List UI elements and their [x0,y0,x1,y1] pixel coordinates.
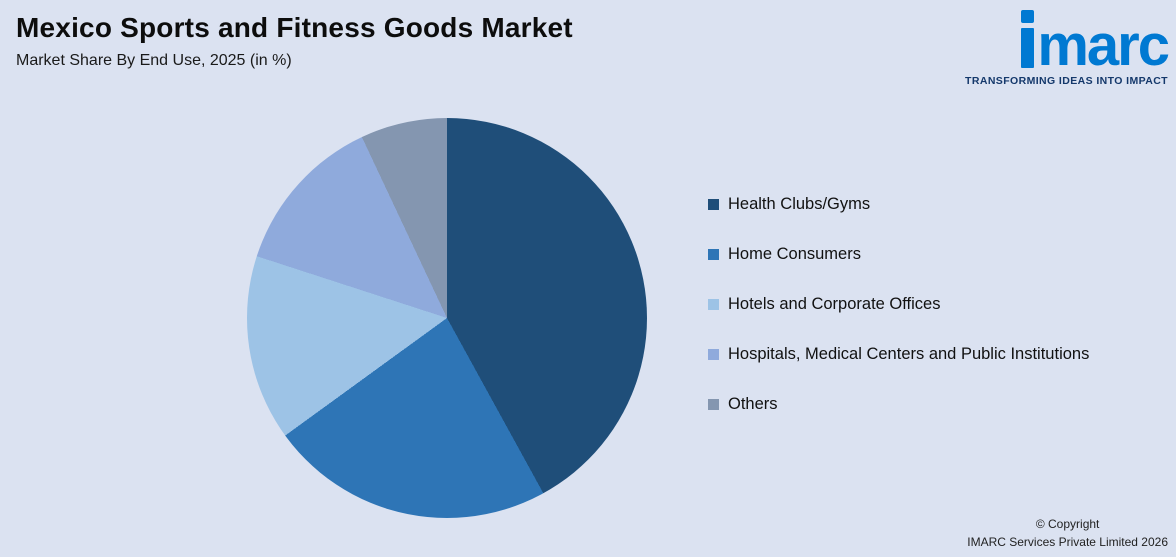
legend-label: Others [728,395,778,413]
legend-item: Health Clubs/Gyms [708,195,1089,214]
legend-swatch-icon [708,399,719,410]
pie-chart [247,118,647,518]
legend-swatch-icon [708,349,719,360]
imarc-tagline: TRANSFORMING IDEAS INTO IMPACT [965,75,1168,87]
legend-label: Home Consumers [728,245,861,263]
legend-swatch-icon [708,299,719,310]
legend-swatch-icon [708,199,719,210]
legend-item: Home Consumers [708,245,1089,264]
imarc-logo-bar-icon [1021,28,1035,68]
legend-swatch-icon [708,249,719,260]
imarc-logo: marc TRANSFORMING IDEAS INTO IMPACT [965,10,1170,87]
copyright-line2: IMARC Services Private Limited 2026 [967,534,1168,549]
legend-label: Health Clubs/Gyms [728,195,871,213]
chart-header: Mexico Sports and Fitness Goods Market M… [16,12,573,70]
chart-subtitle: Market Share By End Use, 2025 (in %) [16,52,292,69]
legend-label: Hotels and Corporate Offices [728,295,941,313]
copyright-line1: © Copyright [1035,517,1100,532]
copyright-notice: © Copyright IMARC Services Private Limit… [967,516,1168,551]
imarc-wordmark: marc [1037,12,1170,78]
page-title: Mexico Sports and Fitness Goods Market [16,12,573,43]
legend-item: Hotels and Corporate Offices [708,295,1089,314]
legend-item: Hospitals, Medical Centers and Public In… [708,345,1089,364]
imarc-logo-dot-icon [1021,10,1035,23]
chart-legend: Health Clubs/Gyms Home Consumers Hotels … [708,195,1089,445]
legend-item: Others [708,395,1089,414]
legend-label: Hospitals, Medical Centers and Public In… [728,345,1090,363]
imarc-logo-i-icon [1021,10,1035,68]
